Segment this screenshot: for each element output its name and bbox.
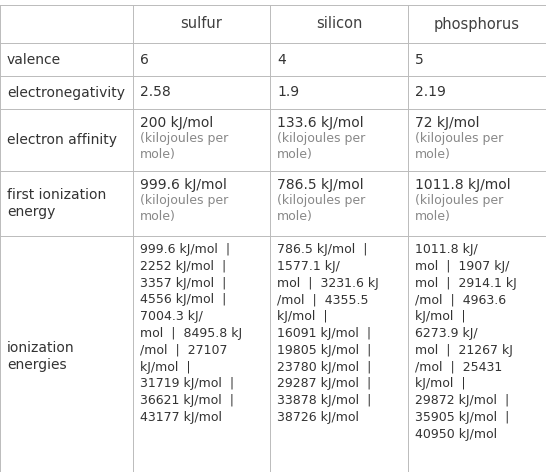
Text: 2.19: 2.19 bbox=[415, 85, 446, 100]
Text: 72 kJ/mol: 72 kJ/mol bbox=[415, 116, 479, 130]
Text: 1.9: 1.9 bbox=[277, 85, 299, 100]
Text: 4: 4 bbox=[277, 52, 286, 67]
Text: sulfur: sulfur bbox=[181, 17, 222, 32]
Text: 6: 6 bbox=[140, 52, 149, 67]
Text: 5: 5 bbox=[415, 52, 424, 67]
Text: 999.6 kJ/mol: 999.6 kJ/mol bbox=[140, 178, 227, 192]
Text: (kilojoules per
mole): (kilojoules per mole) bbox=[140, 194, 228, 223]
Text: 999.6 kJ/mol  |
2252 kJ/mol  |
3357 kJ/mol  |
4556 kJ/mol  |
7004.3 kJ/
mol  |  : 999.6 kJ/mol | 2252 kJ/mol | 3357 kJ/mol… bbox=[140, 243, 242, 424]
Text: 133.6 kJ/mol: 133.6 kJ/mol bbox=[277, 116, 364, 130]
Text: (kilojoules per
mole): (kilojoules per mole) bbox=[415, 194, 503, 223]
Text: 1011.8 kJ/mol: 1011.8 kJ/mol bbox=[415, 178, 511, 192]
Text: silicon: silicon bbox=[316, 17, 362, 32]
Text: 786.5 kJ/mol  |
1577.1 kJ/
mol  |  3231.6 kJ
/mol  |  4355.5
kJ/mol  |
16091 kJ/: 786.5 kJ/mol | 1577.1 kJ/ mol | 3231.6 k… bbox=[277, 243, 379, 424]
Text: valence: valence bbox=[7, 52, 61, 67]
Text: (kilojoules per
mole): (kilojoules per mole) bbox=[415, 132, 503, 161]
Text: 786.5 kJ/mol: 786.5 kJ/mol bbox=[277, 178, 364, 192]
Text: (kilojoules per
mole): (kilojoules per mole) bbox=[277, 132, 365, 161]
Text: electronegativity: electronegativity bbox=[7, 85, 125, 100]
Text: 2.58: 2.58 bbox=[140, 85, 171, 100]
Text: first ionization
energy: first ionization energy bbox=[7, 188, 106, 219]
Text: 200 kJ/mol: 200 kJ/mol bbox=[140, 116, 213, 130]
Text: electron affinity: electron affinity bbox=[7, 133, 117, 147]
Text: ionization
energies: ionization energies bbox=[7, 341, 75, 372]
Text: phosphorus: phosphorus bbox=[434, 17, 520, 32]
Text: (kilojoules per
mole): (kilojoules per mole) bbox=[277, 194, 365, 223]
Text: (kilojoules per
mole): (kilojoules per mole) bbox=[140, 132, 228, 161]
Text: 1011.8 kJ/
mol  |  1907 kJ/
mol  |  2914.1 kJ
/mol  |  4963.6
kJ/mol  |
6273.9 k: 1011.8 kJ/ mol | 1907 kJ/ mol | 2914.1 k… bbox=[415, 243, 517, 441]
